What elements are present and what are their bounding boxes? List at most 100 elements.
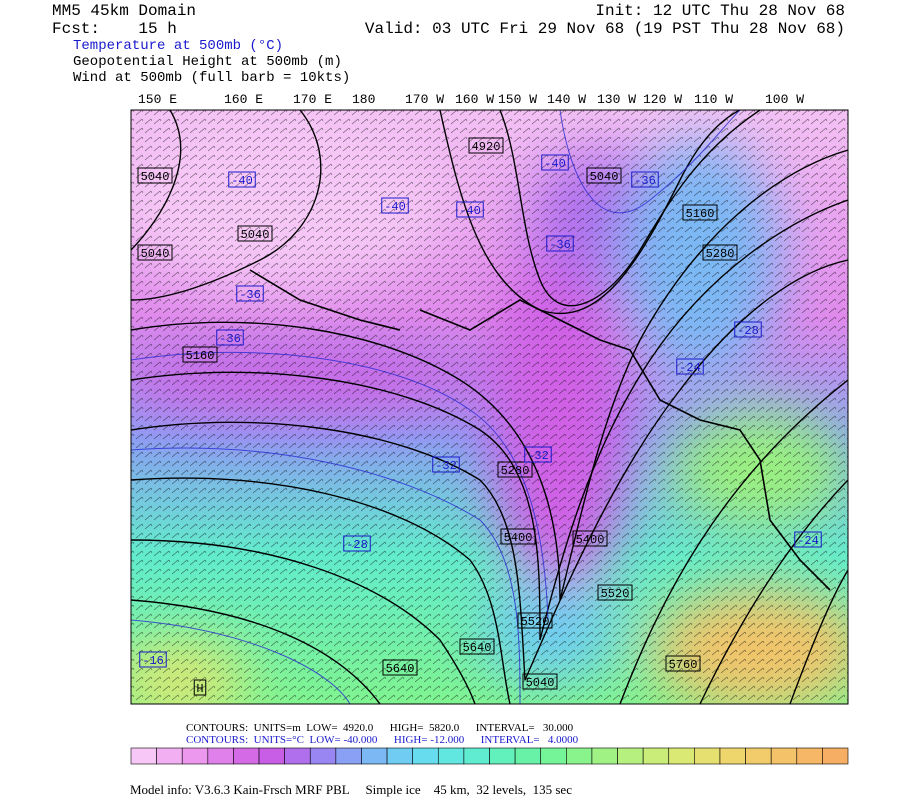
contour-label-text: -40: [384, 200, 406, 214]
contour-label-box: [182, 346, 218, 363]
contour-label-text: -40: [231, 174, 253, 188]
colorbar-swatch: [566, 747, 593, 765]
contour-label-text: 5160: [686, 207, 715, 221]
contour-label-text: 5520: [601, 587, 630, 601]
contour-label-text: 5640: [463, 641, 492, 655]
contour-label-box: [522, 673, 558, 690]
colorbar-swatch: [258, 747, 285, 765]
contour-label-text: 5040: [590, 170, 619, 184]
colorbar-swatch: [514, 747, 542, 765]
contour-label-box: [541, 154, 569, 171]
contour-label-text: -36: [634, 174, 656, 188]
contour-label-text: -32: [435, 459, 457, 473]
contour-label-text: -28: [737, 324, 759, 338]
contour-label-box: [193, 679, 207, 696]
contour-label-box: [665, 655, 701, 672]
contour-label-box: [137, 244, 173, 261]
contour-label-text: 4920: [472, 140, 501, 154]
longitude-labels: 150 E 160 E 170 E 180 170 W 160 W 150 W 140 W 13…: [138, 92, 804, 107]
contour-label-box: [236, 285, 264, 302]
contour-label-text: -32: [527, 449, 549, 463]
contour-label: -40: [541, 154, 569, 171]
colorbar-swatch: [463, 747, 490, 765]
contour-label-box: [546, 235, 574, 252]
contour-label-text: -36: [549, 238, 571, 252]
colorbar-swatch: [617, 747, 644, 765]
contour-label-text: 5040: [241, 228, 270, 242]
forecast-hour: Fcst: 15 h: [52, 20, 177, 38]
contour-label: 5520: [517, 612, 553, 629]
contour-label-box: [597, 584, 633, 601]
contour-label-box: [432, 456, 460, 473]
contour-label-text: H: [196, 682, 203, 696]
longitude-label: 100 W: [765, 92, 804, 107]
contour-label: 5160: [682, 204, 718, 221]
temperature-contour-info: CONTOURS: UNITS=°C LOW= -40.000 HIGH= -1…: [186, 734, 579, 746]
contour-label: -28: [343, 535, 371, 552]
contour-label-text: -36: [219, 332, 241, 346]
contour-label-text: -24: [679, 361, 701, 375]
contour-label-text: -40: [459, 204, 481, 218]
colorbar-swatch: [207, 747, 234, 765]
colorbar-swatch: [335, 747, 362, 765]
contour-label: 5040: [137, 167, 173, 184]
colorbar-swatch: [412, 747, 439, 765]
contour-label: -28: [734, 321, 762, 338]
longitude-label: 160 W: [455, 92, 494, 107]
longitude-label: 160 E: [224, 92, 263, 107]
contour-label-text: -40: [544, 157, 566, 171]
valid-time: Valid: 03 UTC Fri 29 Nov 68 (19 PST Thu …: [364, 20, 845, 38]
contour-label-text: 5640: [386, 662, 415, 676]
contour-label: 5280: [702, 244, 738, 261]
contour-label-text: -28: [346, 538, 368, 552]
contour-label-box: [137, 167, 173, 184]
contour-label: 5040: [237, 225, 273, 242]
longitude-label: 170 E: [293, 92, 332, 107]
contour-label-box: [459, 638, 495, 655]
contour-label-box: [500, 528, 536, 545]
contour-label-text: -24: [797, 534, 819, 548]
colorbar-swatch: [770, 747, 798, 765]
contour-label: 5040: [137, 244, 173, 261]
contour-label: H: [193, 679, 207, 696]
contour-label-box: [216, 329, 244, 346]
contour-label: 5400: [500, 528, 536, 545]
map-frame: [130, 109, 849, 705]
longitude-label: 140 W: [547, 92, 586, 107]
colorbar-swatch: [745, 747, 772, 765]
contour-label-box: [702, 244, 738, 261]
contour-label-text: 5400: [576, 533, 605, 547]
height-contour-info: CONTOURS: UNITS=m LOW= 4920.0 HIGH= 5820…: [186, 722, 574, 734]
contour-label-text: -36: [239, 288, 261, 302]
colorbar: [130, 747, 849, 765]
longitude-label: 120 W: [643, 92, 682, 107]
contour-label-text: 5160: [186, 349, 215, 363]
colorbar-swatch: [309, 747, 337, 765]
contour-label-box: [468, 137, 504, 154]
contour-label: -24: [794, 531, 822, 548]
colorbar-swatch: [489, 747, 516, 765]
contour-label-box: [139, 651, 167, 668]
contour-label-text: 5520: [521, 615, 550, 629]
contour-label-box: [524, 446, 552, 463]
longitude-label: 180: [352, 92, 375, 107]
contour-label-box: [343, 535, 371, 552]
contour-label-box: [517, 612, 553, 629]
longitude-label: 150 W: [498, 92, 537, 107]
field-name: Geopotential Height at 500mb (m): [73, 54, 342, 70]
contour-label: 4920: [468, 137, 504, 154]
contour-label: 5640: [382, 659, 418, 676]
contour-label-box: [381, 197, 409, 214]
model-title: MM5 45km Domain: [52, 2, 197, 20]
contour-label: 5400: [572, 530, 608, 547]
contour-label: 5160: [182, 346, 218, 363]
colorbar-swatch: [591, 747, 618, 765]
contour-label: -36: [546, 235, 574, 252]
colorbar-swatch: [694, 747, 721, 765]
colorbar-swatch: [361, 747, 388, 765]
contour-label: -36: [236, 285, 264, 302]
contour-label: 5760: [665, 655, 701, 672]
contour-label-text: -16: [142, 654, 164, 668]
colorbar-swatch: [642, 747, 670, 765]
